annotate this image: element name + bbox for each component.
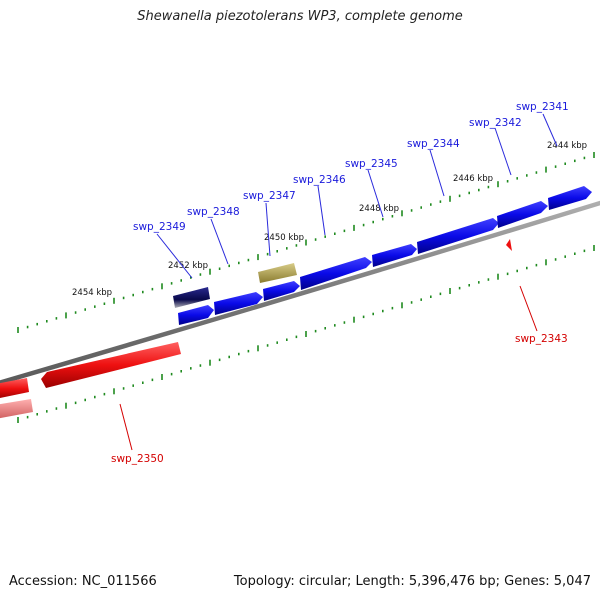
gene-reverse-left[interactable] [0, 378, 29, 399]
gene-swp-2346[interactable] [300, 257, 372, 290]
gene-label-swp-2344[interactable]: swp_2344 [407, 138, 460, 150]
gene-label-swp-2349[interactable]: swp_2349 [133, 221, 186, 233]
gene-label-swp-2342[interactable]: swp_2342 [469, 117, 522, 129]
gene-swp-2347[interactable] [263, 281, 300, 301]
gene-label-swp-2346[interactable]: swp_2346 [293, 174, 346, 186]
scale-label: 2446 kbp [453, 174, 493, 184]
gene-swp-2345[interactable] [372, 244, 417, 267]
scale-ticks-outer [17, 152, 595, 333]
gene-label-swp-2350[interactable]: swp_2350 [111, 453, 164, 465]
reverse-label-leaders [119, 285, 538, 451]
accession-text: Accession: NC_011566 [9, 574, 157, 589]
gene-olive-marker[interactable] [258, 263, 297, 283]
forward-label-leaders [156, 113, 558, 279]
gene-swp-2341[interactable] [548, 186, 592, 210]
scale-label: 2450 kbp [264, 233, 304, 243]
gene-label-swp-2348[interactable]: swp_2348 [187, 206, 240, 218]
gene-reverse-left-faded[interactable] [0, 399, 33, 419]
genome-summary-text: Topology: circular; Length: 5,396,476 bp… [233, 574, 591, 589]
gene-swp-2342[interactable] [497, 201, 548, 228]
scale-label: 2454 kbp [72, 288, 112, 298]
gene-swp-2343[interactable] [506, 239, 512, 251]
gene-swp-2350[interactable] [41, 342, 181, 388]
genome-backbone [0, 200, 600, 385]
gene-label-swp-2343[interactable]: swp_2343 [515, 333, 568, 345]
scale-label: 2448 kbp [359, 204, 399, 214]
scale-label: 2452 kbp [168, 261, 208, 271]
gene-label-swp-2341[interactable]: swp_2341 [516, 101, 569, 113]
gene-swp-2349[interactable] [178, 305, 214, 325]
reverse-strand-genes [0, 239, 512, 419]
gene-navy-marker[interactable] [173, 287, 210, 308]
gene-label-swp-2347[interactable]: swp_2347 [243, 190, 296, 202]
scale-label: 2444 kbp [547, 141, 587, 151]
gene-swp-2348[interactable] [214, 292, 263, 315]
gene-label-swp-2345[interactable]: swp_2345 [345, 158, 398, 170]
forward-strand-genes [178, 186, 592, 325]
scale-ticks-inner [17, 245, 595, 423]
gene-swp-2344[interactable] [417, 218, 499, 254]
genome-title: Shewanella piezotolerans WP3, complete g… [137, 9, 463, 24]
